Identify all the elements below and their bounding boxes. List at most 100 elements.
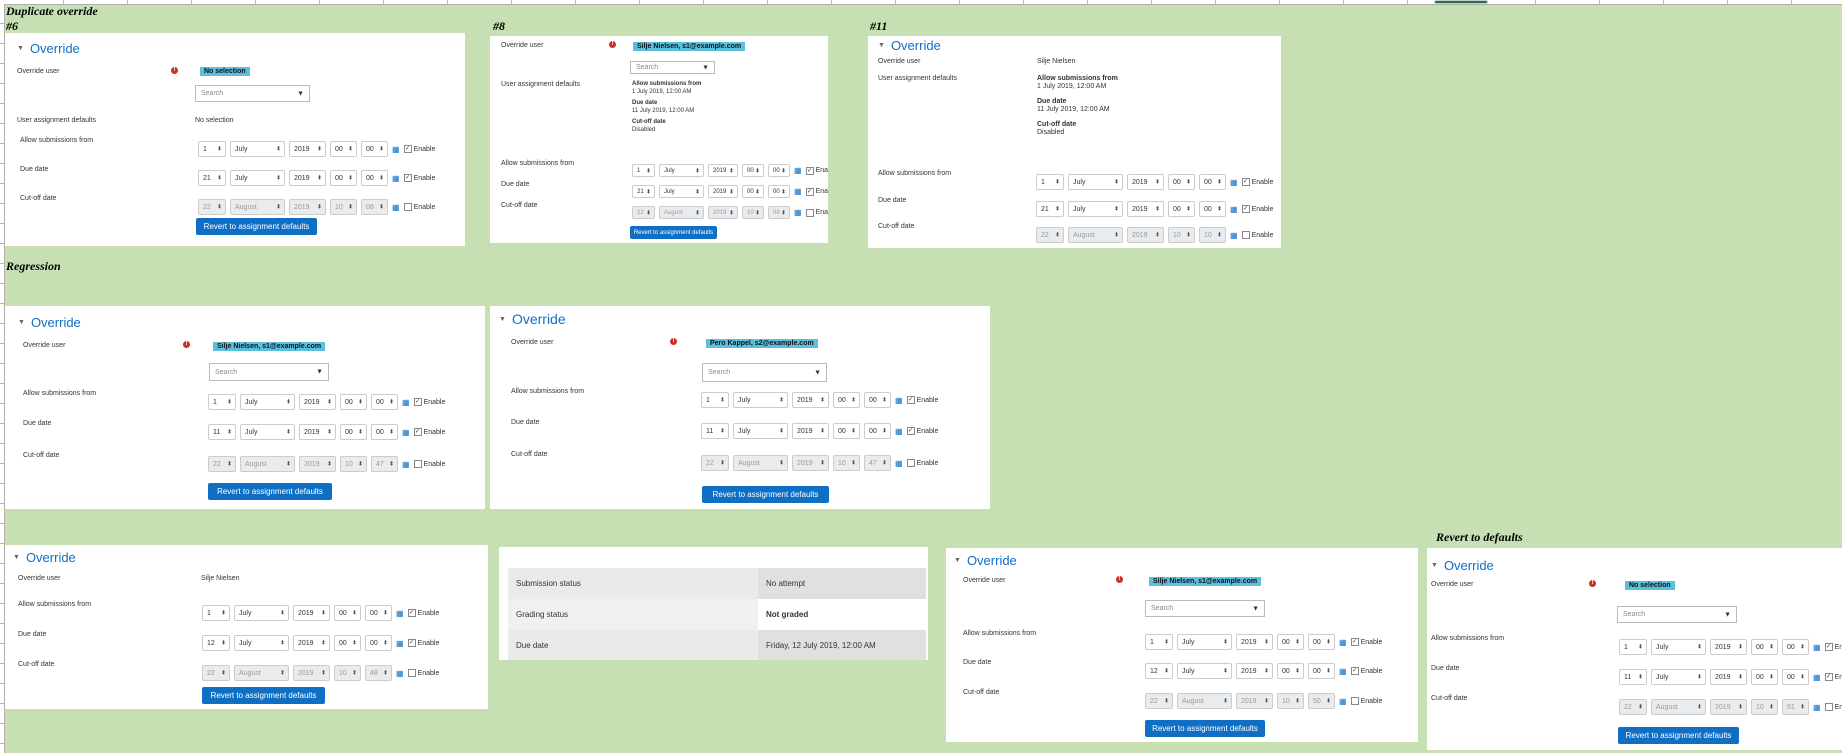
checkbox-box[interactable]: ✓: [413, 428, 422, 436]
allow-submissions-hour-select[interactable]: 00 ⬍: [833, 392, 860, 408]
due-date-day-select[interactable]: 21 ⬍: [632, 185, 655, 198]
allow-submissions-hour-select[interactable]: 00 ⬍: [340, 394, 367, 410]
calendar-icon[interactable]: ▦: [1339, 637, 1347, 647]
due-date-minute-select[interactable]: 00 ⬍: [1782, 669, 1809, 685]
calendar-icon[interactable]: ▦: [1813, 702, 1821, 712]
calendar-icon[interactable]: ▦: [794, 187, 802, 196]
enable-checkbox[interactable]: Enable: [403, 203, 435, 211]
collapse-triangle-icon[interactable]: ▼: [18, 319, 25, 326]
due-date-year-select[interactable]: 2019 ⬍: [1127, 201, 1164, 217]
allow-submissions-hour-select[interactable]: 00 ⬍: [1751, 639, 1778, 655]
override-section-header[interactable]: ▼ Override: [17, 41, 80, 56]
due-date-day-select[interactable]: 12 ⬍: [1145, 663, 1173, 679]
calendar-icon[interactable]: ▦: [895, 426, 903, 436]
enable-checkbox[interactable]: Enable: [906, 459, 938, 467]
allow-submissions-hour-select[interactable]: 00 ⬍: [334, 605, 361, 621]
override-section-header[interactable]: ▼ Override: [1431, 558, 1494, 573]
due-date-hour-select[interactable]: 00 ⬍: [1168, 201, 1195, 217]
due-date-month-select[interactable]: July ⬍: [230, 170, 285, 186]
due-date-year-select[interactable]: 2019 ⬍: [289, 170, 326, 186]
allow-submissions-month-select[interactable]: July ⬍: [659, 164, 704, 177]
checkbox-box[interactable]: ✓: [403, 174, 412, 182]
checkbox-box[interactable]: ✓: [407, 639, 416, 647]
allow-submissions-year-select[interactable]: 2019 ⬍: [792, 392, 829, 408]
enable-checkbox[interactable]: ✓Enable: [1241, 205, 1273, 213]
due-date-day-select[interactable]: 11 ⬍: [701, 423, 729, 439]
allow-submissions-hour-select[interactable]: 00 ⬍: [1277, 634, 1304, 650]
checkbox-box[interactable]: ✓: [906, 396, 915, 404]
enable-checkbox[interactable]: ✓Enable: [805, 187, 828, 196]
calendar-icon[interactable]: ▦: [895, 458, 903, 468]
checkbox-box[interactable]: ✓: [407, 609, 416, 617]
calendar-icon[interactable]: ▦: [396, 668, 404, 678]
due-date-hour-select[interactable]: 00 ⬍: [742, 185, 764, 198]
due-date-minute-select[interactable]: 00 ⬍: [864, 423, 891, 439]
allow-submissions-hour-select[interactable]: 00 ⬍: [742, 164, 764, 177]
enable-checkbox[interactable]: ✓Enable: [1241, 178, 1273, 186]
due-date-minute-select[interactable]: 00 ⬍: [768, 185, 790, 198]
due-date-hour-select[interactable]: 00 ⬍: [1277, 663, 1304, 679]
spreadsheet-row-header[interactable]: [0, 4, 5, 753]
due-date-hour-select[interactable]: 00 ⬍: [1751, 669, 1778, 685]
allow-submissions-month-select[interactable]: July ⬍: [230, 141, 285, 157]
checkbox-box[interactable]: ✓: [1241, 205, 1250, 213]
due-date-year-select[interactable]: 2019 ⬍: [708, 185, 738, 198]
enable-checkbox[interactable]: Enable: [413, 460, 445, 468]
due-date-minute-select[interactable]: 00 ⬍: [361, 170, 388, 186]
user-search-input[interactable]: Search ▼: [1617, 606, 1737, 623]
checkbox-box[interactable]: ✓: [1824, 643, 1833, 651]
calendar-icon[interactable]: ▦: [1813, 642, 1821, 652]
calendar-icon[interactable]: ▦: [1230, 230, 1238, 240]
enable-checkbox[interactable]: ✓Enable: [413, 398, 445, 406]
allow-submissions-day-select[interactable]: 1 ⬍: [1036, 174, 1064, 190]
user-search-input[interactable]: Search ▼: [702, 363, 827, 382]
allow-submissions-year-select[interactable]: 2019 ⬍: [708, 164, 738, 177]
due-date-minute-select[interactable]: 00 ⬍: [1308, 663, 1335, 679]
due-date-month-select[interactable]: July ⬍: [1651, 669, 1706, 685]
calendar-icon[interactable]: ▦: [402, 427, 410, 437]
enable-checkbox[interactable]: Enable: [407, 669, 439, 677]
checkbox-box[interactable]: ✓: [1350, 638, 1359, 646]
allow-submissions-day-select[interactable]: 1 ⬍: [202, 605, 230, 621]
allow-submissions-month-select[interactable]: July ⬍: [240, 394, 295, 410]
user-search-input[interactable]: Search ▼: [630, 61, 715, 74]
checkbox-box[interactable]: [1824, 703, 1833, 711]
revert-to-defaults-button[interactable]: Revert to assignment defaults: [208, 483, 332, 500]
enable-checkbox[interactable]: ✓Enable: [1350, 638, 1382, 646]
allow-submissions-day-select[interactable]: 1 ⬍: [701, 392, 729, 408]
allow-submissions-hour-select[interactable]: 00 ⬍: [1168, 174, 1195, 190]
revert-to-defaults-button[interactable]: Revert to assignment defaults: [1145, 720, 1265, 737]
enable-checkbox[interactable]: ✓Enable: [403, 145, 435, 153]
due-date-month-select[interactable]: July ⬍: [1177, 663, 1232, 679]
enable-checkbox[interactable]: Enable: [1350, 697, 1382, 705]
due-date-day-select[interactable]: 21 ⬍: [198, 170, 226, 186]
allow-submissions-year-select[interactable]: 2019 ⬍: [289, 141, 326, 157]
calendar-icon[interactable]: ▦: [794, 166, 802, 175]
allow-submissions-year-select[interactable]: 2019 ⬍: [1710, 639, 1747, 655]
user-search-input[interactable]: Search ▼: [195, 85, 310, 102]
enable-checkbox[interactable]: ✓Enable: [403, 174, 435, 182]
checkbox-box[interactable]: ✓: [1350, 667, 1359, 675]
allow-submissions-minute-select[interactable]: 00 ⬍: [365, 605, 392, 621]
calendar-icon[interactable]: ▦: [794, 208, 802, 217]
due-date-day-select[interactable]: 11 ⬍: [1619, 669, 1647, 685]
due-date-hour-select[interactable]: 00 ⬍: [334, 635, 361, 651]
user-search-input[interactable]: Search ▼: [1145, 600, 1265, 617]
calendar-icon[interactable]: ▦: [1230, 204, 1238, 214]
allow-submissions-minute-select[interactable]: 00 ⬍: [768, 164, 790, 177]
enable-checkbox[interactable]: ✓Enable: [407, 639, 439, 647]
checkbox-box[interactable]: ✓: [1824, 673, 1833, 681]
override-section-header[interactable]: ▼ Override: [878, 38, 941, 53]
checkbox-box[interactable]: ✓: [906, 427, 915, 435]
checkbox-box[interactable]: ✓: [413, 398, 422, 406]
due-date-hour-select[interactable]: 00 ⬍: [833, 423, 860, 439]
enable-checkbox[interactable]: Enable: [1241, 231, 1273, 239]
enable-checkbox[interactable]: ✓Enable: [413, 428, 445, 436]
allow-submissions-minute-select[interactable]: 00 ⬍: [1782, 639, 1809, 655]
enable-checkbox[interactable]: ✓Enable: [1824, 673, 1842, 681]
calendar-icon[interactable]: ▦: [1339, 666, 1347, 676]
due-date-month-select[interactable]: July ⬍: [234, 635, 289, 651]
spreadsheet-column-header[interactable]: [0, 0, 1842, 5]
enable-checkbox[interactable]: ✓Enable: [906, 427, 938, 435]
due-date-year-select[interactable]: 2019 ⬍: [1710, 669, 1747, 685]
